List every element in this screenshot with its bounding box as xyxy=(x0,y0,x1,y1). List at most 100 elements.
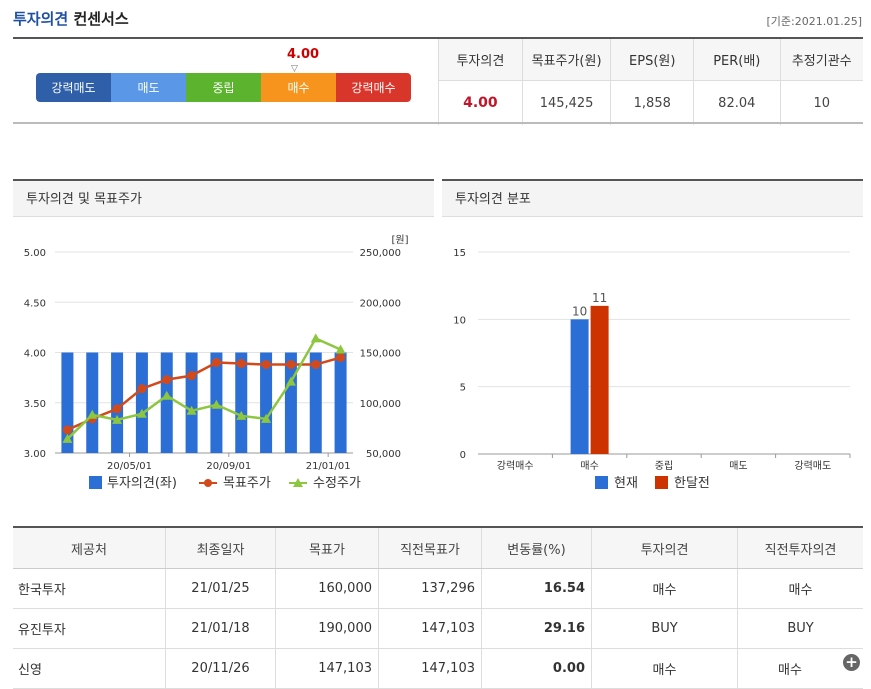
x-tick-label: 20/09/01 xyxy=(206,461,251,472)
adjusted-price-line xyxy=(66,336,342,440)
y-left-tick-label: 4.50 xyxy=(24,298,46,309)
y-right-tick-label: 50,000 xyxy=(366,449,401,460)
summary-header: 추정기관수 xyxy=(779,39,863,81)
adjusted-price-point xyxy=(136,408,147,418)
rating-bar xyxy=(111,352,124,453)
scale-sell: 매도 xyxy=(111,73,186,102)
adjusted-price-point xyxy=(62,433,73,443)
unit-label: [원] xyxy=(391,234,408,246)
summary-divider xyxy=(13,122,863,124)
data-label: 11 xyxy=(592,291,607,305)
x-tick-label: 20/05/01 xyxy=(107,461,152,472)
scale-strong-sell: 강력매도 xyxy=(36,73,111,102)
cell-prev-rating: 매수 xyxy=(737,648,863,689)
y-tick-label: 5 xyxy=(460,383,466,394)
cell-broker: 한국투자 xyxy=(13,568,166,609)
legend-label: 목표주가 xyxy=(223,476,271,491)
target-price-point xyxy=(162,375,172,385)
broker-target-table: 제공처 최종일자 목표가 직전목표가 변동률(%) 투자의견 직전투자의견 한국… xyxy=(13,526,863,689)
rating-bar xyxy=(309,352,322,453)
cell-date: 20/11/26 xyxy=(165,648,276,689)
summary-header: PER(배) xyxy=(693,39,780,81)
cell-prev-rating: 매수 xyxy=(737,568,863,609)
target-price-point xyxy=(137,384,147,394)
x-tick-label: 21/01/01 xyxy=(306,461,351,472)
table-header: 제공처 xyxy=(13,526,166,569)
target-price-point xyxy=(336,353,346,363)
table-header: 직전투자의견 xyxy=(737,526,863,569)
distribution-bar xyxy=(590,305,609,454)
target-price-point xyxy=(311,360,321,370)
scale-strong-buy: 강력매수 xyxy=(336,73,411,102)
summary-header: EPS(원) xyxy=(610,39,694,81)
cell-broker: 유진투자 xyxy=(13,608,166,649)
summary-per: 82.04 xyxy=(693,80,780,125)
target-price-point xyxy=(286,360,296,370)
rating-bar xyxy=(260,352,273,453)
adjusted-price-point xyxy=(161,390,172,400)
target-price-point xyxy=(112,404,122,414)
legend-label: 수정주가 xyxy=(313,476,361,491)
rating-value: 4.00 xyxy=(287,47,320,62)
cell-rating: 매수 xyxy=(591,568,738,609)
table-header: 최종일자 xyxy=(165,526,276,569)
y-left-tick-label: 5.00 xyxy=(24,248,46,259)
rating-bar xyxy=(334,352,347,453)
summary-target-price: 145,425 xyxy=(521,80,611,125)
legend-marker-target xyxy=(204,479,212,487)
adjusted-price-point xyxy=(186,405,197,415)
cell-change: 0.00 xyxy=(481,648,592,689)
summary-header: 투자의견 xyxy=(438,39,523,81)
x-tick-label: 강력매도 xyxy=(794,460,831,472)
cell-change: 29.16 xyxy=(481,608,592,649)
scale-neutral: 중립 xyxy=(186,73,261,102)
table-row: 유진투자 21/01/18 190,000 147,103 29.16 BUY … xyxy=(13,608,863,649)
target-price-point xyxy=(211,358,221,368)
table-header: 목표가 xyxy=(275,526,379,569)
y-right-tick-label: 200,000 xyxy=(360,298,401,309)
reference-date: [기준:2021.01.25] xyxy=(766,15,862,28)
adjusted-price-point xyxy=(335,344,346,354)
y-left-tick-label: 3.50 xyxy=(24,399,46,410)
right-panel-title: 투자의견 분포 xyxy=(442,179,863,217)
adjusted-price-point xyxy=(87,409,98,419)
x-tick-label: 중립 xyxy=(655,459,673,472)
page-title: 투자의견 컨센서스 xyxy=(13,8,129,29)
page-title-blue: 투자의견 xyxy=(13,10,69,28)
more-plus-icon[interactable]: + xyxy=(843,654,860,671)
target-price-point xyxy=(261,360,271,370)
table-header: 변동률(%) xyxy=(481,526,592,569)
target-price-point xyxy=(187,371,197,381)
y-tick-label: 10 xyxy=(453,315,466,326)
adjusted-price-point xyxy=(112,414,123,424)
y-right-tick-label: 150,000 xyxy=(360,349,401,360)
table-header: 투자의견 xyxy=(591,526,738,569)
legend-label: 현재 xyxy=(614,476,638,491)
adjusted-price-point xyxy=(261,413,272,423)
cell-rating: BUY xyxy=(591,608,738,649)
distribution-bar xyxy=(570,319,589,454)
consensus-summary-table: 투자의견 목표주가(원) EPS(원) PER(배) 추정기관수 4.00 14… xyxy=(438,39,863,125)
cell-prev-target: 147,103 xyxy=(378,648,482,689)
y-tick-label: 15 xyxy=(453,248,466,259)
summary-eps: 1,858 xyxy=(610,80,694,125)
y-right-tick-label: 100,000 xyxy=(360,399,401,410)
legend-swatch-rating xyxy=(89,476,102,489)
cell-date: 21/01/18 xyxy=(165,608,276,649)
summary-rating: 4.00 xyxy=(438,80,523,125)
cell-prev-rating: BUY xyxy=(737,608,863,649)
legend-marker-adjusted xyxy=(293,478,303,487)
table-row: 한국투자 21/01/25 160,000 137,296 16.54 매수 매… xyxy=(13,568,863,609)
rating-bar xyxy=(86,352,99,453)
cell-prev-target: 137,296 xyxy=(378,568,482,609)
adjusted-price-point xyxy=(310,333,321,343)
y-left-tick-label: 3.00 xyxy=(24,449,46,460)
rating-marker-icon: ▽ xyxy=(291,64,298,74)
y-left-tick-label: 4.00 xyxy=(24,349,46,360)
x-tick-label: 매도 xyxy=(729,460,747,472)
summary-analyst-count: 10 xyxy=(779,80,863,125)
table-header: 직전목표가 xyxy=(378,526,482,569)
cell-target: 147,103 xyxy=(275,648,379,689)
adjusted-price-point xyxy=(285,376,296,386)
